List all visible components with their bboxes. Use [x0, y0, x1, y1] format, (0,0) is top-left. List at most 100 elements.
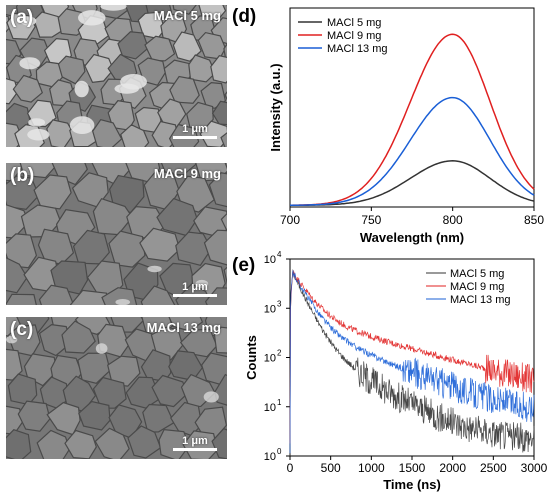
scale-bar-line	[173, 136, 217, 139]
scale-bar-a: 1 μm	[173, 123, 217, 139]
sem-grain	[51, 163, 88, 186]
sem-grain	[33, 174, 72, 210]
sem-grain	[140, 285, 176, 305]
x-tick-label: 800	[443, 213, 463, 227]
sem-bright-grain	[19, 57, 41, 70]
sem-grain	[144, 35, 176, 62]
legend-entry: MACl 13 mg	[327, 43, 388, 55]
y-tick-exponent: 3	[277, 299, 282, 308]
sem-grain	[168, 123, 200, 147]
x-tick-label: 0	[287, 461, 294, 475]
y-axis-label: Intensity (a.u.)	[268, 63, 283, 151]
sem-texture	[6, 163, 227, 305]
sem-grain	[210, 55, 227, 84]
sem-grain	[6, 175, 40, 210]
sem-grain	[6, 78, 19, 105]
panel-label-a: (a)	[10, 7, 34, 28]
scale-bar-line	[173, 448, 217, 451]
sem-grain	[36, 429, 71, 459]
sem-bright-grain	[95, 343, 108, 354]
x-tick-label: 750	[361, 213, 381, 227]
sem-grain	[223, 266, 227, 285]
legend-entry: MACl 13 mg	[450, 294, 511, 306]
sem-bright-grain	[27, 128, 50, 141]
decay-line-macl-9-mg	[289, 270, 535, 444]
legend-entry: MACl 9 mg	[450, 281, 504, 293]
scale-bar-b: 1 μm	[173, 281, 217, 297]
panel-label-c: (c)	[10, 319, 34, 340]
sem-grain	[6, 429, 32, 459]
sem-grain	[151, 374, 189, 408]
x-tick-label: 1500	[399, 461, 426, 475]
sem-grain	[64, 429, 97, 459]
sem-bright-grain	[100, 5, 127, 11]
sem-grain	[224, 91, 227, 101]
sem-grain	[46, 119, 75, 147]
legend-entry: MACl 5 mg	[327, 17, 381, 29]
sem-grain	[120, 124, 150, 147]
sem-grain	[142, 403, 175, 433]
x-tick-label: 850	[524, 213, 544, 227]
y-tick-label: 10	[264, 353, 276, 365]
x-tick-label: 2000	[439, 461, 466, 475]
sem-bright-grain	[69, 116, 95, 135]
sem-grain	[69, 289, 111, 305]
y-tick-label: 10	[264, 451, 276, 463]
decay-line-macl-13-mg	[289, 270, 535, 454]
sem-grain	[139, 227, 181, 262]
sem-grain	[84, 53, 115, 84]
sem-grain	[158, 428, 190, 459]
series-line-macl-5-mg	[290, 160, 535, 207]
sem-grain	[211, 428, 227, 459]
x-tick-label: 2500	[480, 461, 507, 475]
sem-grain	[200, 81, 227, 109]
legend-entry: MACl 5 mg	[450, 268, 504, 280]
sem-grain	[61, 320, 96, 354]
sem-bright-grain	[28, 118, 46, 127]
sem-bright-grain	[203, 391, 219, 403]
sem-title-c: MACl 13 mg	[146, 320, 221, 335]
sem-bright-grain	[115, 299, 131, 305]
sem-bright-grain	[78, 10, 106, 26]
sem-bright-grain	[114, 83, 140, 94]
scale-bar-c: 1 μm	[173, 435, 217, 451]
sem-grain	[223, 43, 227, 61]
y-tick-label: 10	[264, 254, 276, 266]
sem-grain	[94, 427, 130, 459]
panel-label-b: (b)	[10, 165, 35, 186]
y-tick-exponent: 0	[277, 447, 282, 456]
sem-grain	[38, 323, 72, 357]
sem-grain	[78, 400, 111, 431]
sem-grain	[224, 163, 227, 170]
sem-grain	[172, 5, 197, 15]
sem-texture	[6, 5, 227, 147]
sem-grain	[220, 212, 227, 233]
sem-grain	[17, 400, 51, 432]
sem-grain	[19, 163, 59, 179]
sem-grain	[23, 353, 58, 387]
sem-grain	[6, 233, 38, 269]
y-tick-label: 10	[264, 402, 276, 414]
x-tick-label: 700	[280, 213, 300, 227]
sem-grain	[127, 425, 162, 459]
sem-grain	[6, 293, 37, 305]
series-line-macl-13-mg	[290, 96, 535, 206]
sem-image-c: (c) MACl 13 mg 1 μm	[6, 317, 227, 459]
sem-grain	[175, 231, 212, 266]
y-axis-label: Counts	[244, 335, 259, 380]
sem-texture	[6, 317, 227, 459]
sem-grain	[203, 229, 227, 266]
scale-bar-label: 1 μm	[182, 435, 208, 447]
sem-grain	[169, 75, 200, 104]
scale-bar-line	[173, 294, 217, 297]
chart-label-e: (e)	[232, 255, 256, 276]
sem-bright-grain	[74, 80, 89, 98]
sem-grain	[182, 430, 218, 459]
sem-grain	[38, 284, 75, 305]
x-tick-label: 500	[321, 461, 341, 475]
sem-bright-grain	[6, 335, 18, 344]
y-tick-label: 10	[264, 303, 276, 315]
sem-grain	[199, 120, 227, 147]
chart-label-d: (d)	[232, 6, 257, 27]
sem-grain	[188, 54, 217, 83]
